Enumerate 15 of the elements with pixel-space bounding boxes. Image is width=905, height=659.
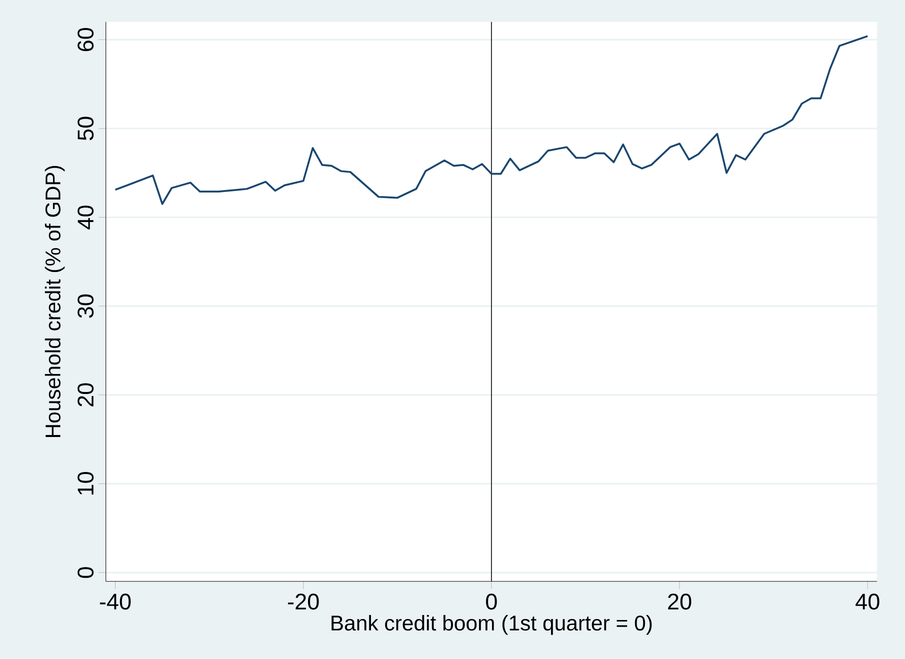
y-tick-label: 0 bbox=[78, 567, 94, 578]
x-tick-label: 0 bbox=[486, 594, 497, 610]
x-tick-label: -40 bbox=[100, 594, 131, 610]
x-tick-label: 40 bbox=[856, 594, 880, 610]
x-tick-label: -20 bbox=[288, 594, 319, 610]
line-series bbox=[114, 35, 869, 205]
y-tick-label: 50 bbox=[78, 116, 94, 140]
y-tick-label: 10 bbox=[78, 472, 94, 495]
y-axis-title: Household credit (% of GDP) bbox=[44, 166, 65, 438]
y-tick-label: 20 bbox=[78, 383, 94, 406]
y-tick-label: 30 bbox=[78, 294, 94, 318]
x-axis-title: Bank credit boom (1st quarter = 0) bbox=[332, 615, 652, 635]
y-tick-label: 40 bbox=[78, 206, 94, 230]
y-tick-label: 60 bbox=[78, 28, 94, 52]
x-tick-label: 20 bbox=[668, 594, 692, 610]
